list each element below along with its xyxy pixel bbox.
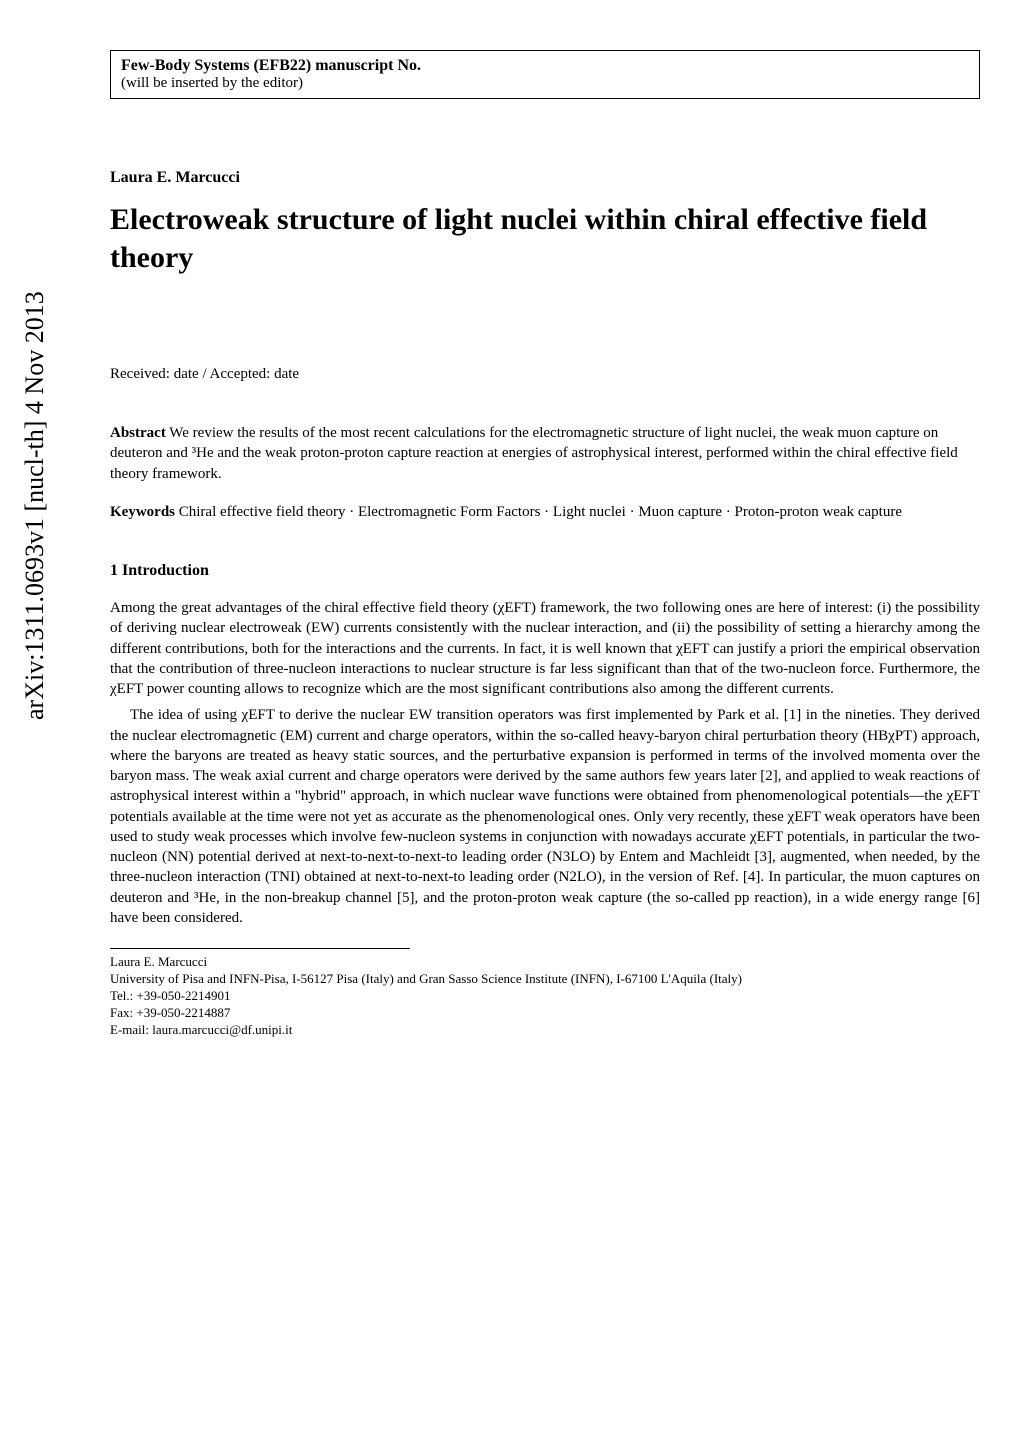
abstract-label: Abstract xyxy=(110,425,166,441)
journal-name: Few-Body Systems (EFB22) manuscript No. xyxy=(121,57,969,75)
footer-tel: Tel.: +39-050-2214901 xyxy=(110,988,980,1005)
footer-divider xyxy=(110,948,410,949)
section-1-para-1: Among the great advantages of the chiral… xyxy=(110,598,980,699)
footer-affiliation: University of Pisa and INFN-Pisa, I-5612… xyxy=(110,971,980,988)
abstract: Abstract We review the results of the mo… xyxy=(110,423,980,484)
paper-content: Few-Body Systems (EFB22) manuscript No. … xyxy=(110,50,980,1038)
paper-title: Electroweak structure of light nuclei wi… xyxy=(110,201,980,276)
arxiv-identifier: arXiv:1311.0693v1 [nucl-th] 4 Nov 2013 xyxy=(20,291,50,720)
keywords-label: Keywords xyxy=(110,504,175,520)
footer-fax: Fax: +39-050-2214887 xyxy=(110,1005,980,1022)
manuscript-note: (will be inserted by the editor) xyxy=(121,75,969,92)
section-1-para-2: The idea of using χEFT to derive the nuc… xyxy=(110,705,980,928)
received-date: Received: date / Accepted: date xyxy=(110,366,980,383)
abstract-text: We review the results of the most recent… xyxy=(110,425,958,482)
keywords-text: Chiral effective field theory · Electrom… xyxy=(175,504,902,520)
footer-email: E-mail: laura.marcucci@df.unipi.it xyxy=(110,1022,980,1039)
section-1-title: 1 Introduction xyxy=(110,562,980,580)
header-box: Few-Body Systems (EFB22) manuscript No. … xyxy=(110,50,980,99)
author-name: Laura E. Marcucci xyxy=(110,169,980,187)
footer-author: Laura E. Marcucci xyxy=(110,954,980,971)
footer: Laura E. Marcucci University of Pisa and… xyxy=(110,948,980,1038)
keywords: Keywords Chiral effective field theory ·… xyxy=(110,502,980,522)
